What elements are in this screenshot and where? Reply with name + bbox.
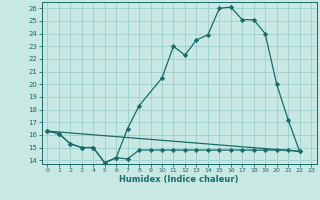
X-axis label: Humidex (Indice chaleur): Humidex (Indice chaleur) [119, 175, 239, 184]
